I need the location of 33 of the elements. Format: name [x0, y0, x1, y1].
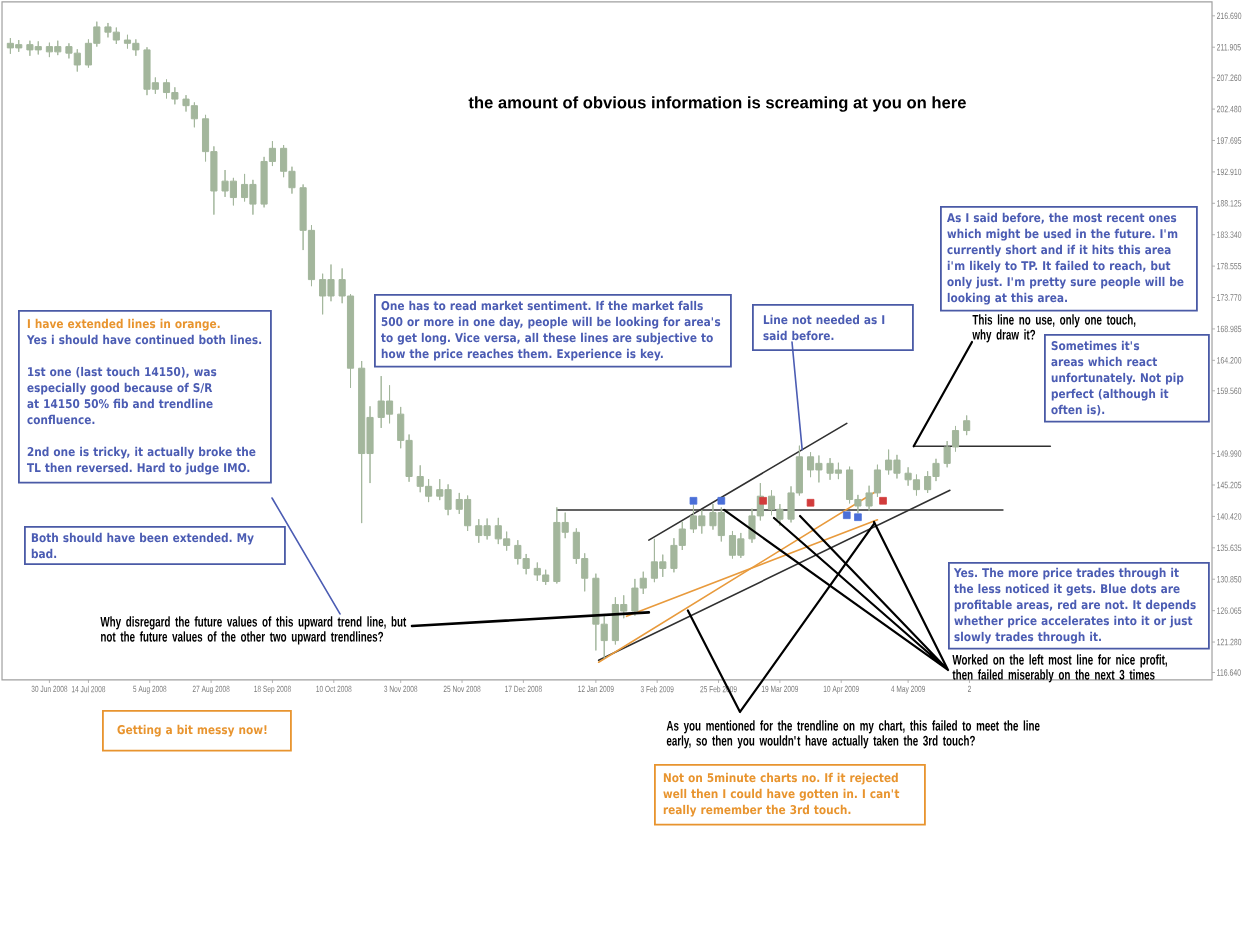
candlestick	[6, 37, 14, 55]
candlestick	[464, 495, 472, 532]
candlestick	[385, 384, 394, 424]
candlestick	[112, 27, 120, 45]
candlestick	[806, 451, 815, 478]
candlestick	[553, 506, 561, 584]
candlestick	[26, 40, 34, 57]
candlestick	[963, 414, 971, 436]
candlestick	[358, 360, 366, 524]
candlestick	[631, 578, 639, 617]
candlestick	[319, 273, 327, 315]
candlestick	[494, 517, 502, 545]
candlestick	[885, 449, 893, 476]
candlestick	[650, 538, 658, 583]
candlestick	[123, 34, 132, 50]
candlestick	[542, 569, 550, 586]
candlestick	[912, 474, 921, 497]
candlestick	[475, 518, 483, 544]
candlestick	[592, 573, 600, 651]
candlestick	[483, 518, 491, 541]
candlestick	[54, 40, 62, 56]
candlestick	[533, 561, 541, 582]
text: the amount of obvious information is screaming at you on here	[468, 96, 966, 112]
candlestick	[73, 48, 81, 73]
candlestick	[15, 39, 23, 53]
candlestick	[162, 78, 171, 99]
candlestick	[45, 42, 53, 58]
candlestick	[34, 40, 42, 55]
candlestick	[190, 101, 198, 128]
candlestick	[229, 177, 237, 206]
candlestick	[834, 462, 842, 480]
candlestick	[611, 596, 619, 646]
candlestick	[444, 483, 452, 516]
